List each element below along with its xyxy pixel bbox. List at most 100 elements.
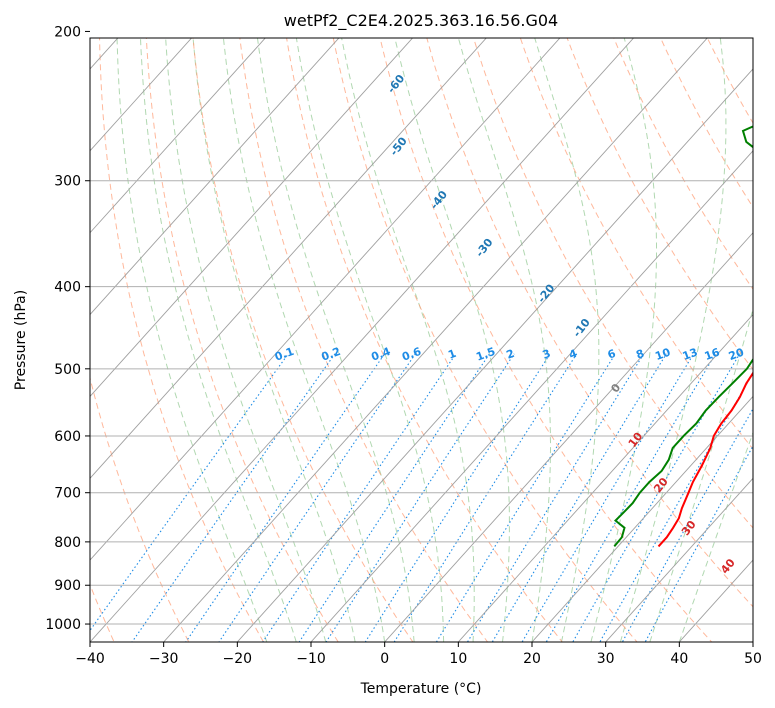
x-tick-label: 10 — [449, 651, 467, 667]
moist-adiabat-line — [619, 38, 727, 642]
x-tick-label: 20 — [523, 651, 541, 667]
dry-adiabat-label: 10 — [626, 430, 646, 450]
mixing-ratio-line — [298, 353, 490, 642]
dry-adiabat-line — [566, 38, 753, 371]
mixing-ratio-label: 0.2 — [320, 345, 343, 364]
moist-adiabat-line — [394, 38, 510, 642]
mixing-ratio-label: 3 — [541, 347, 553, 362]
mixing-ratio-line — [364, 353, 551, 642]
moist-adiabat-line — [457, 38, 551, 642]
dry-adiabat-line — [766, 0, 775, 659]
dry-adiabats — [90, 0, 775, 659]
dry-adiabat-line — [706, 38, 753, 125]
y-tick-label: 200 — [54, 24, 81, 40]
moist-adiabat-line — [222, 38, 386, 642]
mixing-ratio-label: 2 — [505, 347, 517, 362]
x-tick-label: −10 — [296, 651, 326, 667]
isotherm-line — [90, 38, 487, 479]
dry-adiabat-label: 0 — [608, 381, 623, 395]
isotherm-line — [752, 641, 753, 642]
isotherm-line — [90, 38, 635, 642]
mixing-ratio-label: 8 — [634, 347, 646, 362]
profiles — [613, 125, 753, 548]
dry-adiabat-line — [728, 0, 775, 659]
mixing-ratio-label: 10 — [653, 345, 672, 363]
mixing-ratio-labels: 0.10.20.40.611.52346810131620253036 — [273, 345, 753, 364]
mixing-ratio-line — [393, 353, 578, 642]
isotherm-line — [605, 477, 753, 642]
isotherm-line — [90, 38, 414, 398]
mixing-ratio-label: 0.1 — [273, 345, 296, 364]
y-tick-label: 1000 — [45, 617, 81, 633]
mixing-ratio-label: 0.6 — [400, 345, 423, 364]
dry-adiabat-line — [239, 38, 489, 642]
dry-adiabat-line — [332, 38, 638, 642]
plot-area: -100-90-80-70-60-50-40-30-20-10010203040… — [0, 0, 775, 659]
mixing-ratio-line — [325, 353, 515, 642]
dewpoint-profile — [613, 125, 753, 548]
x-tick-label: 50 — [744, 651, 762, 667]
moist-adiabat-line — [341, 38, 475, 642]
temperature-profile — [657, 371, 753, 548]
isotherm-line — [0, 0, 241, 659]
mixing-ratio-label: 20 — [727, 345, 746, 363]
mixing-ratio-line — [599, 371, 753, 642]
x-axis-label: Temperature (°C) — [360, 681, 482, 697]
mixing-ratio-line — [545, 353, 717, 642]
isotherm-line — [236, 68, 753, 642]
moist-adiabat-line — [116, 38, 268, 642]
isotherm-line — [310, 150, 753, 642]
dry-adiabat-line — [192, 38, 414, 642]
x-tick-label: 30 — [597, 651, 615, 667]
mixing-ratio-label: 16 — [703, 345, 722, 363]
moist-adiabat-line — [295, 38, 445, 642]
isotherm-line — [384, 232, 753, 642]
isobars — [90, 180, 753, 625]
x-tick-label: 40 — [670, 651, 688, 667]
moist-adiabat-line — [256, 38, 415, 642]
x-tick-label: 0 — [380, 651, 389, 667]
y-tick-label: 700 — [54, 486, 81, 502]
dry-adiabat-label: -40 — [428, 188, 451, 212]
mixing-ratio-line — [185, 353, 386, 642]
x-tick-label: −40 — [75, 651, 105, 667]
isotherm-line — [678, 559, 753, 642]
dry-adiabat-label: 30 — [679, 518, 699, 538]
dry-adiabat-line — [613, 38, 753, 290]
isotherm-line — [531, 395, 753, 642]
isotherm-line — [90, 38, 561, 561]
mixing-ratio-label: 6 — [606, 347, 618, 362]
dry-adiabat-line — [145, 38, 339, 642]
dry-adiabat-line — [99, 38, 265, 642]
dry-adiabat-line — [90, 376, 190, 642]
y-tick-label: 900 — [54, 578, 81, 594]
moist-adiabat-line — [534, 38, 600, 642]
moist-adiabats — [116, 38, 753, 642]
isotherm-line — [90, 38, 340, 316]
isotherm-line — [163, 38, 708, 642]
x-tick-label: −20 — [223, 651, 253, 667]
mixing-ratio-label: 1 — [446, 347, 458, 362]
mixing-ratio-label: 4 — [567, 347, 579, 362]
mixing-ratio-line — [131, 353, 336, 642]
isotherm-line — [90, 38, 266, 234]
mixing-ratio-line — [572, 353, 741, 642]
mixing-ratio-line — [218, 353, 416, 642]
moist-adiabat-line — [140, 38, 297, 642]
plot-frame — [89, 37, 754, 643]
y-tick-label: 500 — [54, 362, 81, 378]
mixing-ratio-line — [262, 353, 457, 642]
y-tick-label: 600 — [54, 429, 81, 445]
mixing-ratio-line — [491, 353, 667, 642]
mixing-ratio-line — [621, 407, 753, 642]
y-tick-label: 300 — [54, 174, 81, 190]
isotherm-line — [457, 313, 753, 642]
y-tick-label: 800 — [54, 535, 81, 551]
mixing-ratio-label: 0.4 — [370, 345, 393, 364]
dry-adiabat-label: -30 — [473, 236, 496, 260]
isotherms — [0, 0, 753, 659]
dry-adiabat-label: -50 — [387, 134, 410, 158]
dry-adiabat-line — [286, 38, 563, 642]
